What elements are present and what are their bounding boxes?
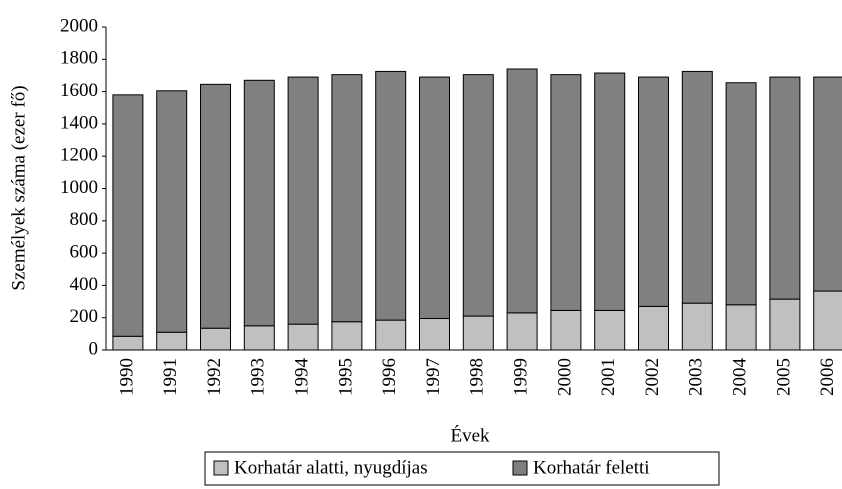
x-tick-label: 2000 bbox=[554, 358, 575, 396]
bar-segment bbox=[725, 82, 757, 306]
x-tick-label: 1990 bbox=[116, 358, 137, 396]
x-tick-label: 1993 bbox=[248, 358, 269, 396]
y-tick-label: 800 bbox=[70, 209, 99, 230]
bar-segment bbox=[375, 319, 407, 351]
bar-segment bbox=[112, 94, 144, 337]
bar-segment bbox=[200, 327, 231, 351]
x-tick-label: 1995 bbox=[335, 358, 356, 396]
bar-segment bbox=[506, 312, 538, 351]
bar-segment bbox=[813, 76, 842, 292]
bar-segment bbox=[594, 72, 626, 311]
x-tick-label: 1996 bbox=[379, 358, 400, 396]
bar-segment bbox=[243, 325, 275, 351]
x-tick-label: 1998 bbox=[467, 358, 488, 396]
bar-segment bbox=[550, 309, 582, 351]
legend-box bbox=[204, 451, 720, 486]
bar-segment bbox=[769, 298, 801, 351]
y-axis-label: Személyek száma (ezer fő) bbox=[8, 85, 29, 290]
bar-segment bbox=[769, 76, 801, 300]
x-tick-label: 2004 bbox=[729, 358, 750, 397]
x-tick-label: 2005 bbox=[773, 358, 794, 396]
bar-segment bbox=[681, 302, 713, 351]
x-tick-label: 2002 bbox=[642, 358, 663, 396]
bar-segment bbox=[375, 70, 407, 321]
y-tick-label: 1000 bbox=[60, 177, 98, 198]
y-tick-label: 1200 bbox=[60, 145, 98, 166]
x-tick-label: 1997 bbox=[423, 358, 444, 396]
legend-label: Korhatár alatti, nyugdíjas bbox=[234, 457, 428, 478]
x-tick-label: 1994 bbox=[291, 358, 312, 397]
bar-segment bbox=[200, 83, 231, 329]
bar-segment bbox=[156, 90, 188, 333]
bar-segment bbox=[462, 74, 494, 317]
bar-segment bbox=[550, 74, 582, 311]
y-tick-label: 1600 bbox=[60, 80, 98, 101]
y-tick-label: 600 bbox=[70, 241, 99, 262]
legend-label: Korhatár feletti bbox=[533, 457, 650, 478]
bar-segment bbox=[638, 76, 669, 307]
y-tick-label: 2000 bbox=[60, 15, 98, 36]
bar-segment bbox=[331, 74, 363, 323]
legend-swatch bbox=[512, 460, 528, 476]
bar-segment bbox=[594, 309, 626, 351]
bar-segment bbox=[462, 315, 494, 351]
bar-segment bbox=[112, 335, 144, 351]
y-tick-label: 200 bbox=[70, 306, 99, 327]
bar-segment bbox=[813, 290, 842, 351]
bar-segment bbox=[287, 323, 319, 351]
bar-segment bbox=[243, 79, 275, 327]
y-tick-label: 1400 bbox=[60, 112, 98, 133]
bar-segment bbox=[287, 76, 319, 325]
bar-segment bbox=[681, 70, 713, 304]
legend-swatch bbox=[213, 460, 229, 476]
bar-segment bbox=[725, 304, 757, 351]
bar-segment bbox=[638, 305, 669, 351]
x-axis-label: Évek bbox=[450, 424, 490, 446]
bar-segment bbox=[331, 321, 363, 351]
y-tick-label: 1800 bbox=[60, 48, 98, 69]
bar-segment bbox=[506, 68, 538, 314]
x-tick-label: 1991 bbox=[160, 358, 181, 396]
y-tick-label: 0 bbox=[89, 338, 99, 359]
bar-segment bbox=[419, 318, 450, 351]
x-tick-label: 1999 bbox=[510, 358, 531, 396]
bar-segment bbox=[419, 76, 450, 320]
bar-segment bbox=[156, 331, 188, 351]
x-tick-label: 2001 bbox=[598, 358, 619, 396]
x-tick-label: 2006 bbox=[817, 358, 838, 396]
y-tick-label: 400 bbox=[70, 274, 99, 295]
x-tick-label: 2003 bbox=[686, 358, 707, 396]
x-tick-label: 1992 bbox=[204, 358, 225, 396]
